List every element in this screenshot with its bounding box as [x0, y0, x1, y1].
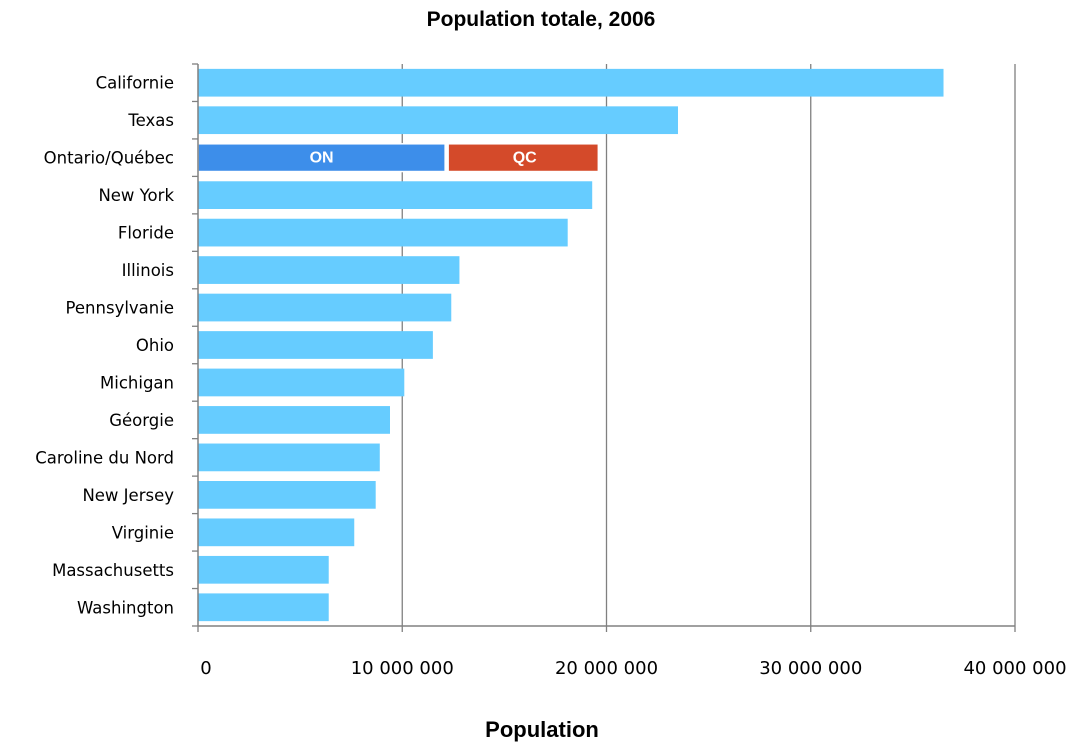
bar [198, 218, 568, 247]
bar-segment-on [197, 143, 446, 173]
chart-title: Population totale, 2006 [427, 8, 656, 31]
bars: ON QC [197, 68, 944, 622]
x-tick-label: 0 [200, 658, 211, 679]
bar [198, 368, 405, 397]
category-label: New York [98, 186, 174, 205]
category-label: Massachusetts [52, 561, 174, 580]
category-label: Washington [77, 598, 174, 617]
x-tick-label: 30 000 000 [759, 658, 862, 679]
bar-segment-qc [447, 143, 600, 173]
category-label: Pennsylvanie [66, 299, 174, 318]
x-tick-label: 40 000 000 [963, 658, 1066, 679]
bar [198, 331, 433, 359]
bar [198, 293, 452, 322]
category-label: Géorgie [109, 411, 174, 430]
bar [198, 518, 355, 547]
category-labels: Californie Texas Ontario/Québec New York Flo… [35, 74, 174, 618]
segment-label: ON [310, 150, 334, 167]
axes [192, 63, 1016, 632]
category-label: Californie [96, 74, 174, 93]
segment-label: QC [513, 150, 537, 167]
x-axis-title: Population [485, 717, 599, 742]
bar [198, 406, 390, 434]
bar [198, 593, 329, 622]
bar [198, 555, 329, 584]
bar [198, 181, 593, 209]
bar [198, 481, 376, 509]
category-label: Ohio [136, 336, 174, 355]
bar [198, 68, 944, 97]
bar [198, 443, 380, 472]
category-label: Floride [118, 224, 174, 243]
category-label: Caroline du Nord [35, 448, 174, 467]
x-tick-label: 20 000 000 [555, 658, 658, 679]
x-tick-labels: 0 10 000 000 20 000 000 30 000 000 40 000 00… [200, 658, 1066, 679]
bar [198, 256, 460, 284]
category-label: Michigan [100, 373, 174, 392]
category-label: New Jersey [82, 486, 174, 505]
category-label: Ontario/Québec [44, 149, 174, 168]
x-tick-label: 10 000 000 [351, 658, 454, 679]
bar [198, 106, 678, 135]
category-label: Virginie [112, 523, 174, 542]
category-label: Illinois [122, 261, 174, 280]
category-label: Texas [127, 111, 174, 130]
